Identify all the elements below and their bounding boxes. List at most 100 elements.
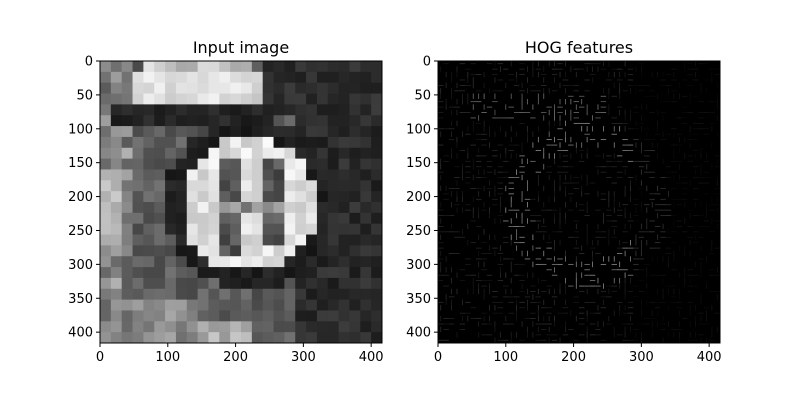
- image-pixel: [273, 82, 285, 94]
- image-pixel: [284, 256, 296, 268]
- image-pixel: [360, 115, 372, 127]
- image-pixel: [143, 71, 155, 84]
- image-pixel: [208, 267, 220, 279]
- y-tick-label: 0: [423, 55, 431, 70]
- image-pixel: [154, 82, 166, 94]
- image-pixel: [230, 256, 242, 268]
- image-pixel: [273, 71, 285, 84]
- image-pixel: [316, 82, 329, 94]
- image-pixel: [360, 256, 372, 268]
- image-pixel: [295, 180, 307, 192]
- image-pixel: [338, 158, 350, 170]
- image-pixel: [316, 61, 329, 73]
- image-pixel: [284, 126, 296, 138]
- image-pixel: [241, 104, 253, 116]
- image-pixel: [251, 136, 264, 149]
- image-pixel: [110, 169, 123, 181]
- image-pixel: [360, 267, 372, 279]
- image-pixel: [197, 202, 209, 214]
- image-pixel: [316, 288, 329, 301]
- image-pixel: [371, 277, 383, 290]
- image-pixel: [230, 61, 242, 73]
- image-pixel: [371, 223, 383, 235]
- image-pixel: [197, 332, 209, 344]
- image-pixel: [241, 245, 253, 257]
- image-pixel: [273, 234, 285, 246]
- image-pixel: [197, 115, 209, 127]
- image-pixel: [165, 61, 177, 73]
- image-pixel: [327, 147, 340, 160]
- image-pixel: [360, 169, 372, 181]
- image-pixel: [175, 61, 188, 73]
- image-pixel: [197, 93, 209, 105]
- image-pixel: [100, 234, 112, 246]
- y-tick-label: 350: [68, 292, 93, 307]
- image-pixel: [143, 223, 155, 235]
- image-pixel: [273, 147, 285, 160]
- image-pixel: [121, 61, 133, 73]
- image-pixel: [110, 245, 123, 257]
- image-pixel: [241, 126, 253, 138]
- image-pixel: [284, 180, 296, 192]
- image-pixel: [175, 223, 188, 235]
- image-pixel: [316, 310, 329, 322]
- image-pixel: [241, 169, 253, 181]
- image-pixel: [143, 191, 155, 203]
- image-pixel: [110, 223, 123, 235]
- image-pixel: [327, 234, 340, 246]
- image-pixel: [251, 93, 264, 105]
- image-pixel: [262, 104, 274, 116]
- image-pixel: [371, 310, 383, 322]
- image-pixel: [338, 299, 350, 311]
- image-pixel: [230, 169, 242, 181]
- image-pixel: [295, 212, 307, 225]
- image-pixel: [349, 93, 361, 105]
- image-pixel: [241, 234, 253, 246]
- image-pixel: [241, 147, 253, 160]
- image-pixel: [338, 288, 350, 301]
- image-pixel: [371, 234, 383, 246]
- image-pixel: [121, 299, 133, 311]
- image-pixel: [327, 136, 340, 149]
- image-pixel: [230, 93, 242, 105]
- image-pixel: [132, 93, 144, 105]
- image-pixel: [371, 299, 383, 311]
- image-pixel: [230, 223, 242, 235]
- image-pixel: [197, 136, 209, 149]
- image-pixel: [154, 93, 166, 105]
- image-pixel: [165, 288, 177, 301]
- image-pixel: [327, 126, 340, 138]
- image-pixel: [219, 82, 231, 94]
- image-pixel: [371, 288, 383, 301]
- image-pixel: [273, 321, 285, 333]
- image-pixel: [208, 82, 220, 94]
- image-pixel: [241, 267, 253, 279]
- image-pixel: [295, 288, 307, 301]
- image-pixel: [175, 202, 188, 214]
- image-pixel: [186, 169, 199, 181]
- image-pixel: [251, 158, 264, 170]
- image-pixel: [186, 245, 199, 257]
- image-pixel: [219, 212, 231, 225]
- image-pixel: [197, 321, 209, 333]
- image-pixel: [349, 147, 361, 160]
- image-pixel: [251, 126, 264, 138]
- image-pixel: [154, 71, 166, 84]
- image-pixel: [371, 61, 383, 73]
- image-pixel: [165, 277, 177, 290]
- image-pixel: [327, 245, 340, 257]
- image-pixel: [154, 191, 166, 203]
- image-pixel: [349, 245, 361, 257]
- image-pixel: [262, 71, 274, 84]
- image-pixel: [295, 223, 307, 235]
- image-pixel: [165, 180, 177, 192]
- image-pixel: [262, 332, 274, 344]
- image-pixel: [327, 61, 340, 73]
- image-pixel: [110, 93, 123, 105]
- image-pixel: [219, 288, 231, 301]
- image-pixel: [295, 234, 307, 246]
- image-pixel: [360, 332, 372, 344]
- image-pixel: [306, 299, 318, 311]
- image-pixel: [165, 321, 177, 333]
- y-tick-label: 350: [406, 292, 431, 307]
